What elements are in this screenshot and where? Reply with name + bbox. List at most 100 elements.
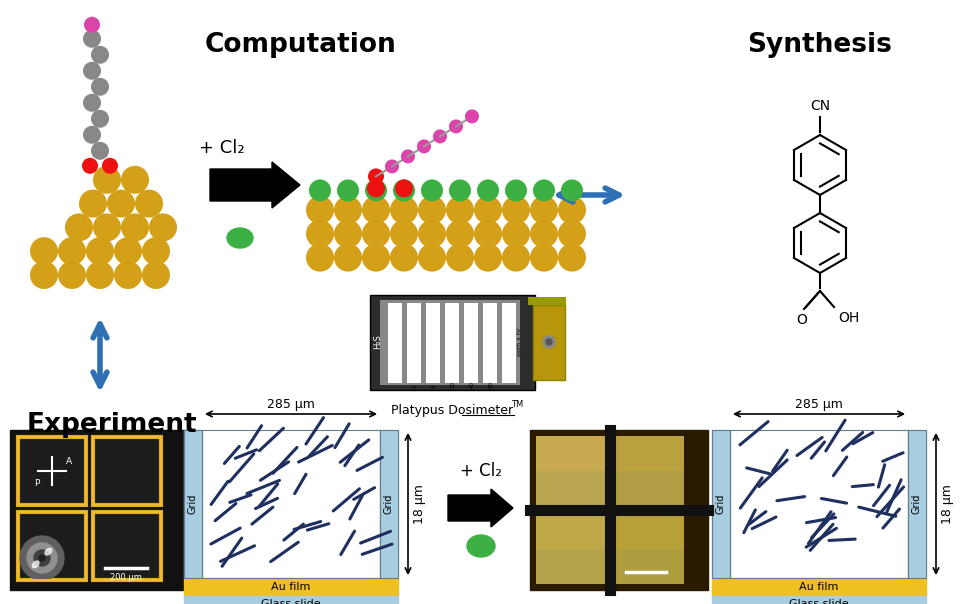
Circle shape [114,237,142,265]
Circle shape [91,110,109,128]
Bar [614,471,684,506]
Circle shape [91,78,109,96]
Circle shape [446,243,474,272]
Circle shape [306,196,334,224]
Bar [533,305,565,380]
Bar [380,430,398,578]
Text: 2: 2 [413,385,418,388]
Text: Computation: Computation [204,32,396,58]
Text: 285 μm: 285 μm [795,398,843,411]
Circle shape [93,166,121,194]
Circle shape [477,179,499,201]
Circle shape [446,196,474,224]
Text: Glass slide: Glass slide [261,599,321,604]
Ellipse shape [33,561,39,568]
Circle shape [421,179,443,201]
Bar [93,437,161,505]
Bar [18,512,86,580]
Circle shape [83,62,101,80]
Circle shape [91,46,109,64]
Text: + Cl₂: + Cl₂ [460,462,502,480]
Text: 20: 20 [450,381,455,388]
Text: Glass slide: Glass slide [789,599,849,604]
Text: + Cl₂: + Cl₂ [199,139,245,157]
Circle shape [149,213,177,242]
Circle shape [530,243,558,272]
Bar [445,303,459,383]
Text: ppm x hr: ppm x hr [517,328,522,356]
Circle shape [561,179,583,201]
Circle shape [533,179,555,201]
Circle shape [831,558,849,576]
Circle shape [558,243,586,272]
Text: 60: 60 [489,381,493,388]
Circle shape [84,17,100,33]
Circle shape [401,149,415,164]
Circle shape [114,261,142,289]
Text: 18 μm: 18 μm [941,484,954,524]
Bar [536,471,606,506]
Circle shape [418,243,446,272]
Circle shape [558,220,586,248]
Circle shape [367,179,385,198]
Bar [184,596,398,604]
Bar [18,512,86,580]
Circle shape [58,261,86,289]
Circle shape [780,558,798,576]
Circle shape [558,196,586,224]
Circle shape [362,196,390,224]
Circle shape [385,159,399,173]
Text: O: O [797,313,807,327]
Circle shape [58,237,86,265]
Circle shape [20,536,64,580]
Bar [528,297,566,305]
Bar [370,295,535,390]
Text: Experiment: Experiment [27,412,198,438]
Circle shape [142,237,170,265]
Bar [614,514,684,584]
Circle shape [763,558,781,576]
Bar [93,512,161,580]
Ellipse shape [45,548,52,555]
Circle shape [121,213,149,242]
Circle shape [135,190,163,217]
Bar [530,430,708,590]
Circle shape [543,336,555,348]
Circle shape [449,179,471,201]
Circle shape [34,550,50,566]
Bar [464,303,478,383]
Circle shape [337,179,359,201]
Bar [380,430,398,578]
Bar [407,303,421,383]
Circle shape [848,558,866,576]
Bar [93,437,161,505]
Bar [712,430,730,578]
Circle shape [334,220,362,248]
Circle shape [474,220,502,248]
Bar [388,303,402,383]
Circle shape [814,558,832,576]
Circle shape [83,126,101,144]
Bar [202,430,380,578]
Text: 8: 8 [431,385,437,388]
Text: 18 μm: 18 μm [413,484,426,524]
Bar [93,437,161,505]
Circle shape [362,243,390,272]
Circle shape [83,94,101,112]
Text: Grid: Grid [716,494,726,514]
Circle shape [121,166,149,194]
Circle shape [797,558,815,576]
Circle shape [27,543,57,573]
Bar [614,549,684,584]
Bar [18,437,86,505]
Circle shape [417,140,431,153]
Bar [18,437,86,505]
Bar [712,596,926,604]
Bar [502,303,516,383]
Circle shape [474,196,502,224]
Circle shape [449,120,463,133]
Bar [483,303,497,383]
Bar [908,430,926,578]
Text: 285 μm: 285 μm [267,398,315,411]
Circle shape [334,196,362,224]
